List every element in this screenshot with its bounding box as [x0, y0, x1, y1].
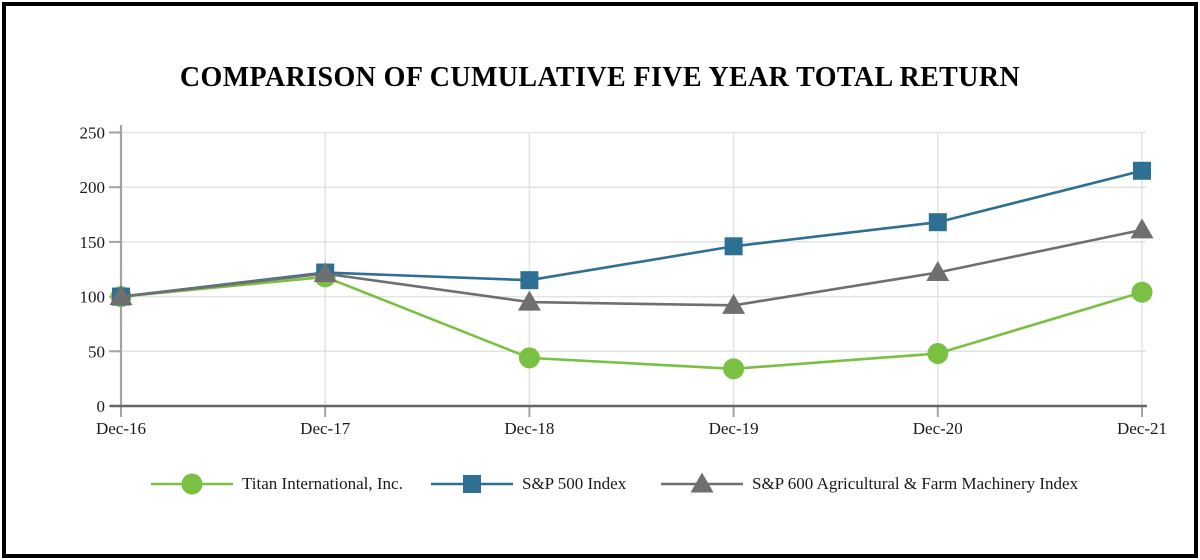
svg-text:200: 200 [80, 178, 106, 197]
legend-label-sp500: S&P 500 Index [522, 474, 627, 493]
svg-text:150: 150 [80, 233, 106, 252]
svg-text:250: 250 [80, 124, 106, 143]
chart-legend: Titan International, Inc. S&P 500 Index … [6, 464, 1194, 504]
svg-text:100: 100 [80, 288, 106, 307]
legend-item-titan: Titan International, Inc. [151, 464, 403, 504]
svg-text:Dec-19: Dec-19 [709, 419, 759, 438]
svg-text:Dec-18: Dec-18 [504, 419, 554, 438]
line-chart: 0 50 100 150 200 250 Dec-16 Dec-17 Dec-18 Dec-19 D… [80, 124, 1168, 439]
svg-text:Dec-21: Dec-21 [1117, 419, 1167, 438]
legend-marker-titan-circle-icon [151, 473, 233, 495]
svg-text:0: 0 [97, 397, 106, 416]
legend-label-titan: Titan International, Inc. [242, 474, 403, 493]
legend-marker-sp600ag-triangle-icon [661, 472, 743, 493]
svg-text:50: 50 [88, 342, 105, 361]
legend-marker-sp500-square-icon [431, 475, 513, 493]
svg-text:Dec-16: Dec-16 [96, 419, 146, 438]
legend-item-sp500: S&P 500 Index [431, 464, 626, 504]
svg-text:Dec-17: Dec-17 [300, 419, 351, 438]
svg-text:Dec-20: Dec-20 [913, 419, 963, 438]
legend-label-sp600ag: S&P 600 Agricultural & Farm Machinery In… [752, 474, 1079, 493]
legend-item-sp600ag: S&P 600 Agricultural & Farm Machinery In… [661, 464, 1078, 504]
chart-title: COMPARISON OF CUMULATIVE FIVE YEAR TOTAL… [179, 62, 1021, 93]
